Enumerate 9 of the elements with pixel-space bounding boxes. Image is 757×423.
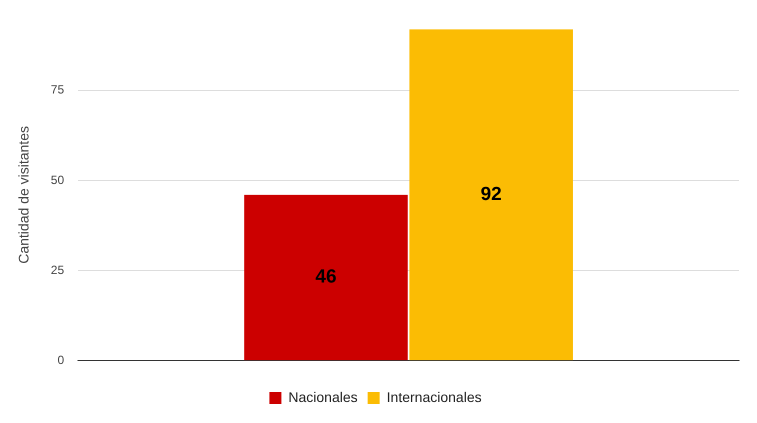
y-tick-label: 75 bbox=[50, 82, 64, 97]
legend-label: Nacionales bbox=[288, 388, 358, 405]
y-tick-label: 50 bbox=[50, 172, 64, 187]
data-label: 92 bbox=[480, 184, 502, 205]
y-tick-label: 0 bbox=[57, 352, 64, 367]
y-axis-title: Cantidad de visitantes bbox=[15, 126, 32, 264]
data-label: 46 bbox=[315, 266, 337, 288]
y-tick-label: 25 bbox=[50, 262, 64, 277]
legend-label: Internacionales bbox=[386, 388, 482, 405]
